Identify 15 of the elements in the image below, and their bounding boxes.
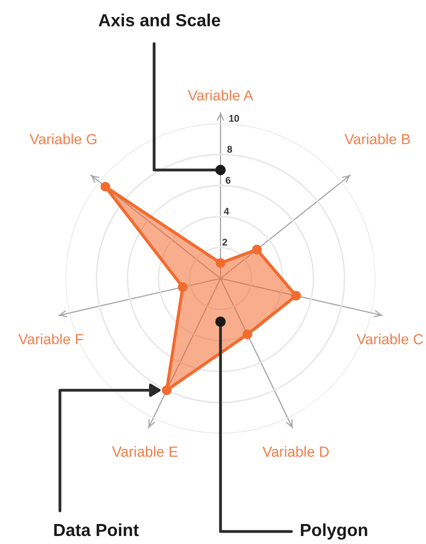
y-tick-label: 2 [222, 238, 228, 246]
spoke-label: Variable C [356, 334, 423, 344]
spoke-label: Variable B [344, 134, 410, 144]
text: Data Point [54, 523, 139, 536]
y-tick-label: 8 [227, 146, 232, 153]
y-tick-label: 6 [226, 176, 230, 184]
spoke-label: Variable G [30, 134, 96, 144]
text: Axis and Scale [98, 14, 220, 26]
spoke-label: Variable A [188, 90, 254, 101]
spoke-label: Variable E [112, 446, 178, 457]
y-tick-label: 10 [229, 114, 240, 122]
text: Polygon [300, 523, 368, 540]
y-tick-label: 4 [224, 208, 230, 215]
spoke-label: Variable D [262, 446, 329, 457]
spoke-label: Variable F [18, 334, 84, 344]
